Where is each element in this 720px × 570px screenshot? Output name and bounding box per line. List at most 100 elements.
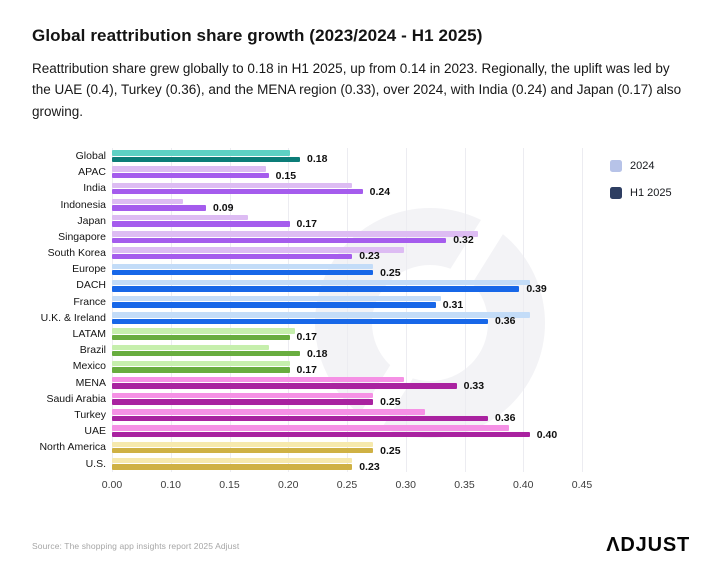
legend-swatch: [610, 159, 622, 172]
gridline: [288, 147, 290, 472]
category-label: LATAM: [72, 328, 106, 341]
bar-h1-2025: 0.31: [112, 299, 463, 311]
bar-h1-2025: 0.25: [112, 445, 401, 457]
gridline: [405, 147, 407, 472]
bar-2024: [112, 295, 441, 302]
bar-h1-2025: 0.36: [112, 315, 515, 327]
bar-track: 0.18: [112, 342, 582, 360]
bar-h1-2025: 0.25: [112, 267, 401, 279]
value-label: 0.17: [296, 331, 317, 344]
category-label: MENA: [75, 376, 106, 389]
value-label: 0.18: [307, 347, 328, 360]
bar-track: 0.25: [112, 391, 582, 408]
gridline: [347, 147, 348, 472]
bar-2024: [112, 376, 405, 383]
chart-rows: Global 0.18 APAC 0.15 India 0.24 Indonesia 0.09…: [32, 148, 688, 473]
bar-track: 0.25: [112, 261, 582, 279]
x-tick-label: 0.00: [101, 478, 123, 491]
bar-2024: [112, 215, 248, 221]
category-label: Indonesia: [60, 198, 106, 211]
chart-row: U.K. & Ireland 0.36: [32, 310, 688, 327]
x-tick-label: 0.25: [336, 478, 358, 491]
x-axis: 0.00 0.10 0.15 0.20 0.25 0.30 0.35 0.40 0.45: [102, 478, 592, 495]
bar-track: 0.15: [112, 164, 582, 182]
legend-item: H1 2025: [610, 186, 672, 199]
chart-row: Brazil 0.18: [32, 342, 688, 360]
gridlines: [112, 147, 583, 472]
bar-h1-2025: 0.23: [112, 461, 380, 473]
legend: 2024 H1 2025: [610, 159, 672, 214]
x-tick-label: 0.20: [278, 478, 299, 491]
category-label: North America: [39, 441, 106, 454]
bar-track: 0.36: [112, 310, 582, 327]
bar-2024: [112, 279, 530, 286]
value-label: 0.17: [296, 218, 317, 231]
x-tick-label: 0.30: [395, 478, 416, 491]
category-label: UAE: [84, 425, 106, 438]
bar-h1-2025: 0.33: [112, 380, 484, 392]
bar-h1-2025: 0.36: [112, 412, 515, 424]
value-label: 0.24: [369, 185, 391, 198]
legend-label: 2024: [630, 159, 655, 172]
bar-chart: Global 0.18 APAC 0.15 India 0.24 Indonesia 0.09…: [32, 147, 688, 495]
legend-swatch: [610, 186, 622, 199]
bar-h1-2025: 0.17: [112, 331, 317, 343]
chart-row: Mexico 0.17: [32, 358, 688, 376]
value-label: 0.39: [526, 282, 547, 295]
bar-track: 0.09: [112, 197, 582, 214]
chart-row: Singapore 0.32: [32, 229, 688, 246]
value-label: 0.36: [495, 412, 516, 425]
bar-h1-2025: 0.17: [112, 218, 317, 230]
category-label: Global: [75, 149, 106, 162]
footer: Source: The shopping app insights report…: [32, 534, 690, 557]
chart-row: India 0.24: [32, 180, 688, 198]
legend-label: H1 2025: [630, 186, 672, 199]
chart-row: MENA 0.33: [32, 375, 688, 392]
gridline: [464, 147, 466, 472]
value-label: 0.33: [463, 379, 485, 392]
value-label: 0.09: [213, 201, 234, 214]
chart-row: Turkey 0.36: [32, 407, 688, 424]
category-label: India: [83, 182, 106, 195]
page-subtitle: Reattribution share grew globally to 0.1…: [32, 61, 682, 119]
category-label: U.K. & Ireland: [40, 311, 106, 324]
bar-h1-2025: 0.25: [112, 396, 401, 408]
bar-track: 0.18: [112, 148, 582, 165]
chart-row: LATAM 0.17: [32, 326, 688, 343]
chart-row: UAE 0.40: [32, 423, 688, 441]
bar-track: 0.39: [112, 277, 582, 295]
value-label: 0.25: [380, 396, 401, 409]
bar-track: 0.32: [112, 229, 582, 246]
bar-track: 0.40: [112, 423, 582, 441]
bar-2024: [112, 247, 405, 253]
value-label: 0.17: [296, 363, 317, 376]
adjust-logo: ΛDJUST: [606, 534, 690, 556]
bar-h1-2025: 0.17: [112, 364, 317, 376]
bar-2024: [112, 182, 353, 189]
bar-2024: [112, 328, 295, 334]
chart-row: Indonesia 0.09: [32, 197, 688, 214]
bar-track: 0.31: [112, 294, 582, 311]
bar-h1-2025: 0.39: [112, 283, 547, 295]
bar-track: 0.24: [112, 180, 582, 198]
bar-h1-2025: 0.18: [112, 348, 327, 360]
chart-row: DACH 0.39: [32, 277, 688, 295]
bar-track: 0.36: [112, 407, 582, 424]
bar-h1-2025: 0.15: [112, 170, 296, 182]
value-label: 0.25: [380, 266, 401, 279]
bar-h1-2025: 0.18: [112, 153, 327, 165]
value-label: 0.31: [442, 299, 464, 312]
bar-track: 0.17: [112, 213, 582, 230]
gridline: [112, 147, 113, 472]
category-label: Singapore: [58, 230, 106, 243]
bar-track: 0.33: [112, 375, 582, 392]
category-label: South Korea: [47, 247, 106, 260]
bar-track: 0.23: [112, 245, 582, 262]
chart-row: Saudi Arabia 0.25: [32, 391, 688, 408]
gridline: [582, 147, 583, 472]
x-tick-label: 0.10: [160, 478, 181, 491]
bar-track: 0.17: [112, 326, 582, 343]
x-tick-label: 0.40: [513, 478, 534, 491]
page-title: Global reattribution share growth (2023/…: [32, 26, 483, 45]
